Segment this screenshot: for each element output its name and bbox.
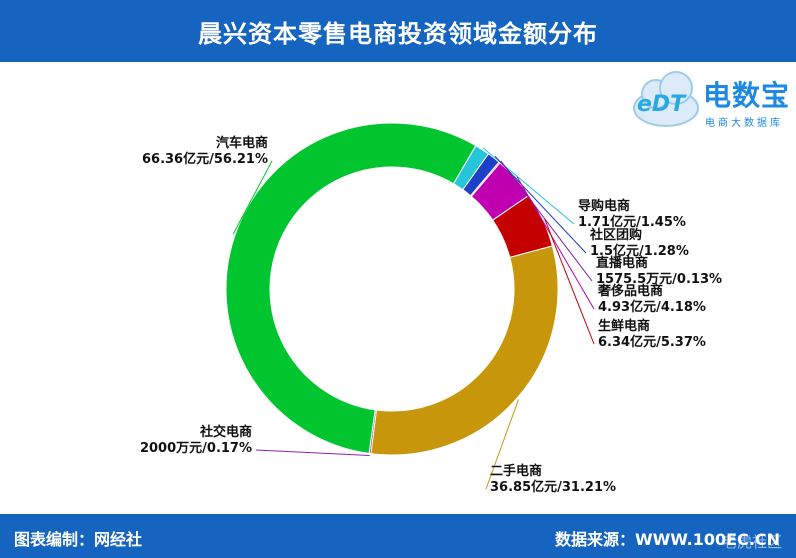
slice-label-value: 6.34亿元/5.37%: [598, 334, 706, 350]
donut-slices: [225, 122, 559, 456]
slice-label-name: 直播电商: [596, 255, 648, 271]
chart-footer: 图表编制：网经社 数据来源：WWW.100EC.CN: [0, 514, 796, 558]
leader-二手电商: [485, 399, 519, 490]
slice-label-value: 66.36亿元/56.21%: [142, 151, 268, 167]
slice-label-name: 奢侈品电商: [597, 283, 663, 299]
slice-label-value: 1.71亿元/1.45%: [578, 214, 686, 230]
slice-label-name: 生鲜电商: [598, 318, 650, 334]
footer-credit: 图表编制：网经社: [14, 530, 143, 549]
slice-label-value: 4.93亿元/4.18%: [598, 299, 706, 315]
leader-生鲜电商: [544, 218, 595, 345]
chart-title: 晨兴资本零售电商投资领域金额分布: [198, 19, 598, 48]
donut-chart: 导购电商1.71亿元/1.45%社区团购1.5亿元/1.28%直播电商1575.…: [140, 122, 722, 495]
slice-label-value: 36.85亿元/31.21%: [490, 479, 616, 495]
leader-奢侈品电商: [516, 176, 595, 310]
leader-导购电商: [482, 147, 575, 225]
slice-labels: 导购电商1.71亿元/1.45%社区团购1.5亿元/1.28%直播电商1575.…: [140, 135, 722, 495]
slice-label-name: 社交电商: [199, 424, 252, 440]
watermark: 老虎社区: [721, 533, 782, 551]
slice-label-value: 1.5亿元/1.28%: [590, 243, 689, 259]
slice-label-value: 2000万元/0.17%: [140, 441, 252, 456]
leader-lines: [232, 147, 595, 490]
leader-汽车电商: [232, 160, 273, 235]
logo-mark: eDT: [637, 92, 686, 117]
slice-label-name: 导购电商: [578, 198, 630, 214]
leader-社交电商: [255, 449, 370, 457]
leader-社区团购: [494, 155, 587, 254]
logo-name: 电数宝: [703, 79, 791, 112]
slice-二手电商: [370, 245, 559, 456]
chart-header: 晨兴资本零售电商投资领域金额分布: [0, 0, 796, 62]
footer-source: 数据来源：WWW.100EC.CN: [554, 530, 780, 549]
leader-直播电商: [500, 160, 593, 282]
edt-cloud-logo-icon: [633, 71, 699, 127]
slice-label-name: 社区团购: [589, 227, 642, 243]
slice-label-name: 汽车电商: [216, 135, 268, 151]
logo-subtitle: 电商大数据库: [705, 118, 783, 129]
slice-汽车电商: [225, 122, 477, 454]
slice-label-value: 1575.5万元/0.13%: [596, 272, 722, 287]
slice-label-name: 二手电商: [490, 463, 542, 479]
